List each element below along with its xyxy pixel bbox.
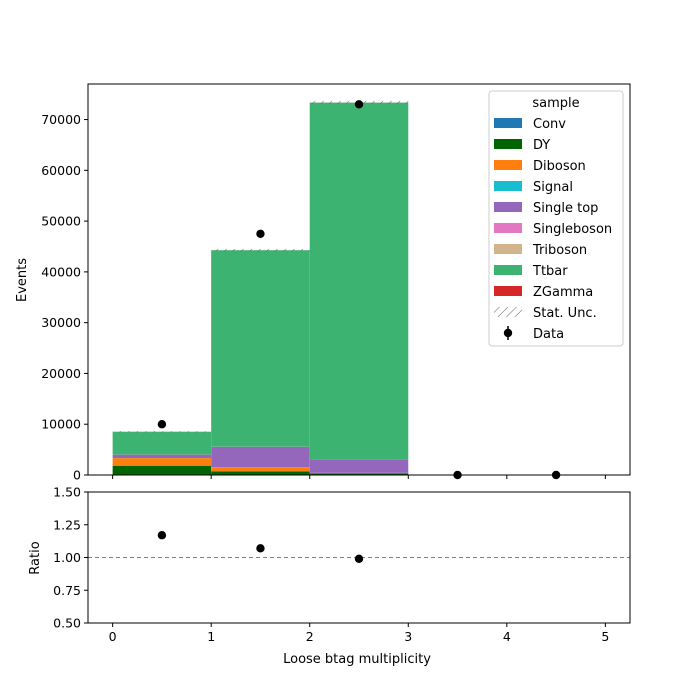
bar-dy-bin-0 <box>112 465 212 475</box>
data-point <box>354 100 364 109</box>
legend-label: DY <box>533 138 550 153</box>
main-y-tick-label: 20000 <box>41 366 81 381</box>
main-y-tick-label: 0 <box>73 468 81 483</box>
legend-swatch-stat-unc <box>494 307 522 317</box>
legend-label: Triboson <box>532 243 587 258</box>
main-y-tick-label: 50000 <box>41 214 81 229</box>
x-tick-label: 5 <box>601 629 609 644</box>
bar-ttbar-bin-2 <box>309 102 409 460</box>
bar-single-top-bin-1 <box>211 446 310 468</box>
legend-swatch-dy <box>494 139 522 149</box>
bar-ttbar-bin-0 <box>112 431 212 455</box>
legend-label: Singleboson <box>533 222 612 237</box>
legend-data-marker <box>503 328 513 338</box>
x-axis-label: Loose btag multiplicity <box>283 652 431 667</box>
x-tick-label: 2 <box>306 629 314 644</box>
x-tick-label: 3 <box>404 629 412 644</box>
main-y-tick-label: 30000 <box>41 315 81 330</box>
main-y-tick-label: 10000 <box>41 417 81 432</box>
ratio-y-tick-label: 1.25 <box>53 517 81 532</box>
legend-label: Conv <box>533 117 566 132</box>
ratio-y-tick-label: 1.50 <box>53 485 81 500</box>
data-point <box>256 229 265 238</box>
x-tick-label: 1 <box>207 629 215 644</box>
legend-swatch-triboson <box>494 244 522 254</box>
legend-swatch-single-top <box>494 202 522 212</box>
legend: sample Conv DY Diboson Signal Single top Sing… <box>488 90 624 347</box>
legend-label: Data <box>533 327 564 342</box>
legend-label: Diboson <box>533 159 586 174</box>
legend-swatch-zgamma <box>494 286 522 296</box>
x-tick-label: 0 <box>109 629 117 644</box>
legend-swatch-diboson <box>494 160 522 170</box>
ratio-y-axis-label: Ratio <box>28 541 43 574</box>
bar-single-top-bin-2 <box>309 459 409 473</box>
ratio-y-tick-label: 0.50 <box>53 616 81 631</box>
legend-swatch-conv <box>494 118 522 128</box>
legend-swatch-ttbar <box>494 265 522 275</box>
bar-diboson-bin-1 <box>211 467 310 472</box>
legend-swatch-signal <box>494 181 522 191</box>
bar-diboson-bin-2 <box>309 472 409 474</box>
legend-label: Signal <box>533 180 573 195</box>
ratio-y-tick-label: 0.75 <box>53 583 81 598</box>
stat-unc-band-bin-1 <box>211 248 310 252</box>
ratio-plot-panel: 0.50 0.75 1.00 1.25 1.50 0 1 2 3 4 5 Ratio Loose … <box>28 485 631 667</box>
legend-swatch-singleboson <box>494 223 522 233</box>
legend-label: Ttbar <box>532 264 568 279</box>
ratio-point <box>354 554 364 564</box>
legend-title: sample <box>532 96 579 111</box>
data-point <box>157 420 167 429</box>
main-y-axis-label: Events <box>15 258 30 302</box>
ratio-y-tick-label: 1.00 <box>53 550 81 565</box>
x-tick-label: 4 <box>503 629 511 644</box>
main-plot-frame <box>87 83 631 476</box>
main-y-tick-label: 40000 <box>41 264 81 279</box>
stat-unc-band-bin-0 <box>112 431 212 433</box>
main-y-tick-label: 60000 <box>41 163 81 178</box>
main-plot-panel: 0 10000 20000 30000 40000 50000 60000 70000 Eve… <box>15 83 631 483</box>
bar-diboson-bin-0 <box>112 458 212 466</box>
legend-label: Single top <box>533 201 598 216</box>
ratio-point <box>256 544 265 553</box>
bar-single-top-bin-0 <box>112 454 212 458</box>
legend-label: ZGamma <box>533 285 593 300</box>
bar-dy-bin-2 <box>309 473 409 475</box>
legend-box <box>488 90 624 347</box>
bar-ttbar-bin-1 <box>211 250 310 447</box>
ratio-point <box>157 531 167 540</box>
legend-label: Stat. Unc. <box>533 306 597 321</box>
main-y-tick-label: 70000 <box>41 112 81 127</box>
bar-dy-bin-1 <box>211 471 310 475</box>
